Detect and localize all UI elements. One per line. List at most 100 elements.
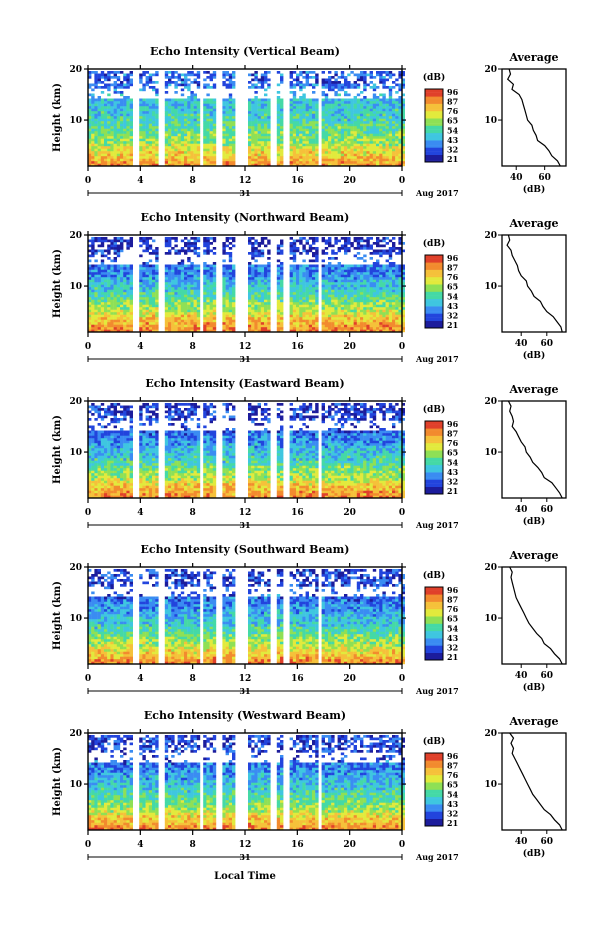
heatmap-cell bbox=[344, 161, 348, 164]
heatmap-cell bbox=[228, 86, 233, 89]
heatmap-cell bbox=[116, 161, 121, 164]
heatmap-cell bbox=[100, 287, 105, 290]
heatmap-cell bbox=[392, 267, 396, 270]
heatmap-cell bbox=[139, 123, 143, 127]
heatmap-cell bbox=[113, 123, 117, 127]
heatmap-cell bbox=[385, 141, 389, 144]
heatmap-cell bbox=[360, 118, 364, 122]
heatmap-cell bbox=[225, 309, 229, 313]
heatmap-cell bbox=[248, 158, 252, 162]
heatmap-cell bbox=[308, 141, 313, 144]
heatmap-cell bbox=[321, 83, 325, 87]
heatmap-cell bbox=[372, 88, 377, 92]
heatmap-cell bbox=[280, 113, 284, 117]
heatmap-cell bbox=[302, 279, 306, 283]
heatmap-cell bbox=[260, 123, 265, 127]
heatmap-cell bbox=[209, 294, 213, 298]
heatmap-cell bbox=[180, 322, 185, 325]
heatmap-cell bbox=[280, 294, 284, 298]
heatmap-cell bbox=[97, 314, 101, 318]
heatmap-cell bbox=[228, 289, 233, 293]
heatmap-cell bbox=[177, 327, 181, 330]
heatmap-cell bbox=[302, 272, 306, 275]
heatmap-cell bbox=[299, 108, 303, 112]
heatmap-cell bbox=[145, 287, 149, 290]
heatmap-cell bbox=[289, 131, 293, 134]
heatmap-cell bbox=[379, 136, 383, 139]
heatmap-cell bbox=[296, 106, 300, 109]
heatmap-cell bbox=[356, 126, 361, 129]
heatmap-cell bbox=[392, 136, 396, 139]
heatmap-cell bbox=[254, 269, 258, 273]
heatmap-cell bbox=[299, 146, 303, 149]
heatmap-cell bbox=[142, 274, 146, 278]
heatmap-cell bbox=[196, 299, 201, 303]
heatmap-cell bbox=[280, 314, 284, 318]
heatmap-cell bbox=[142, 153, 146, 157]
heatmap-cell bbox=[340, 272, 345, 275]
heatmap-cell bbox=[120, 153, 124, 157]
heatmap-cell bbox=[254, 289, 258, 293]
heatmap-cell bbox=[152, 163, 156, 167]
heatmap-cell bbox=[164, 118, 169, 122]
heatmap-cell bbox=[203, 327, 207, 330]
heatmap-cell bbox=[302, 101, 306, 104]
heatmap-cell bbox=[168, 294, 172, 298]
heatmap-cell bbox=[257, 299, 261, 303]
heatmap-cell bbox=[331, 317, 335, 320]
heatmap-cell bbox=[184, 279, 188, 283]
heatmap-cell bbox=[129, 148, 133, 152]
heatmap-cell bbox=[331, 294, 335, 298]
heatmap-cell bbox=[398, 121, 402, 124]
heatmap-cell bbox=[321, 277, 325, 280]
heatmap-cell bbox=[347, 292, 351, 295]
heatmap-cell bbox=[203, 113, 207, 117]
heatmap-cell bbox=[190, 121, 194, 124]
heatmap-cell bbox=[276, 161, 281, 164]
heatmap-cell bbox=[385, 121, 389, 124]
heatmap-cell bbox=[187, 138, 191, 142]
heatmap-cell bbox=[308, 269, 313, 273]
heatmap-cell bbox=[337, 83, 341, 87]
heatmap-cell bbox=[184, 156, 188, 159]
heatmap-cell bbox=[312, 98, 316, 102]
heatmap-cell bbox=[315, 153, 319, 157]
heatmap-cell bbox=[299, 81, 303, 84]
heatmap-cell bbox=[324, 329, 329, 333]
heatmap-cell bbox=[350, 284, 354, 288]
heatmap-cell bbox=[376, 292, 380, 295]
heatmap-cell bbox=[155, 118, 159, 122]
heatmap-cell bbox=[299, 287, 303, 290]
heatmap-cell bbox=[347, 302, 351, 305]
heatmap-cell bbox=[257, 133, 261, 137]
heatmap-cell bbox=[388, 294, 393, 298]
heatmap-cell bbox=[398, 282, 402, 285]
heatmap-cell bbox=[139, 121, 143, 124]
heatmap-cell bbox=[225, 78, 229, 82]
heatmap-cell bbox=[113, 307, 117, 310]
heatmap-cell bbox=[312, 86, 316, 89]
heatmap-cell bbox=[347, 307, 351, 310]
heatmap-cell bbox=[356, 98, 361, 102]
heatmap-cell bbox=[180, 148, 185, 152]
heatmap-cell bbox=[344, 329, 348, 333]
heatmap-cell bbox=[296, 272, 300, 275]
heatmap-cell bbox=[292, 91, 297, 94]
heatmap-cell bbox=[340, 284, 345, 288]
heatmap-cell bbox=[372, 148, 377, 152]
heatmap-cell bbox=[331, 111, 335, 114]
heatmap-cell bbox=[232, 269, 236, 273]
heatmap-cell bbox=[97, 158, 101, 162]
heatmap-cell bbox=[369, 113, 373, 117]
heatmap-cell bbox=[196, 113, 201, 117]
heatmap-cell bbox=[340, 106, 345, 109]
heatmap-cell bbox=[104, 304, 108, 308]
heatmap-cell bbox=[152, 146, 156, 149]
heatmap-cell bbox=[350, 324, 354, 328]
heatmap-cell bbox=[292, 108, 297, 112]
heatmap-cell bbox=[388, 156, 393, 159]
heatmap-cell bbox=[129, 299, 133, 303]
heatmap-cell bbox=[360, 299, 364, 303]
heatmap-cell bbox=[97, 121, 101, 124]
heatmap-cell bbox=[107, 327, 111, 330]
